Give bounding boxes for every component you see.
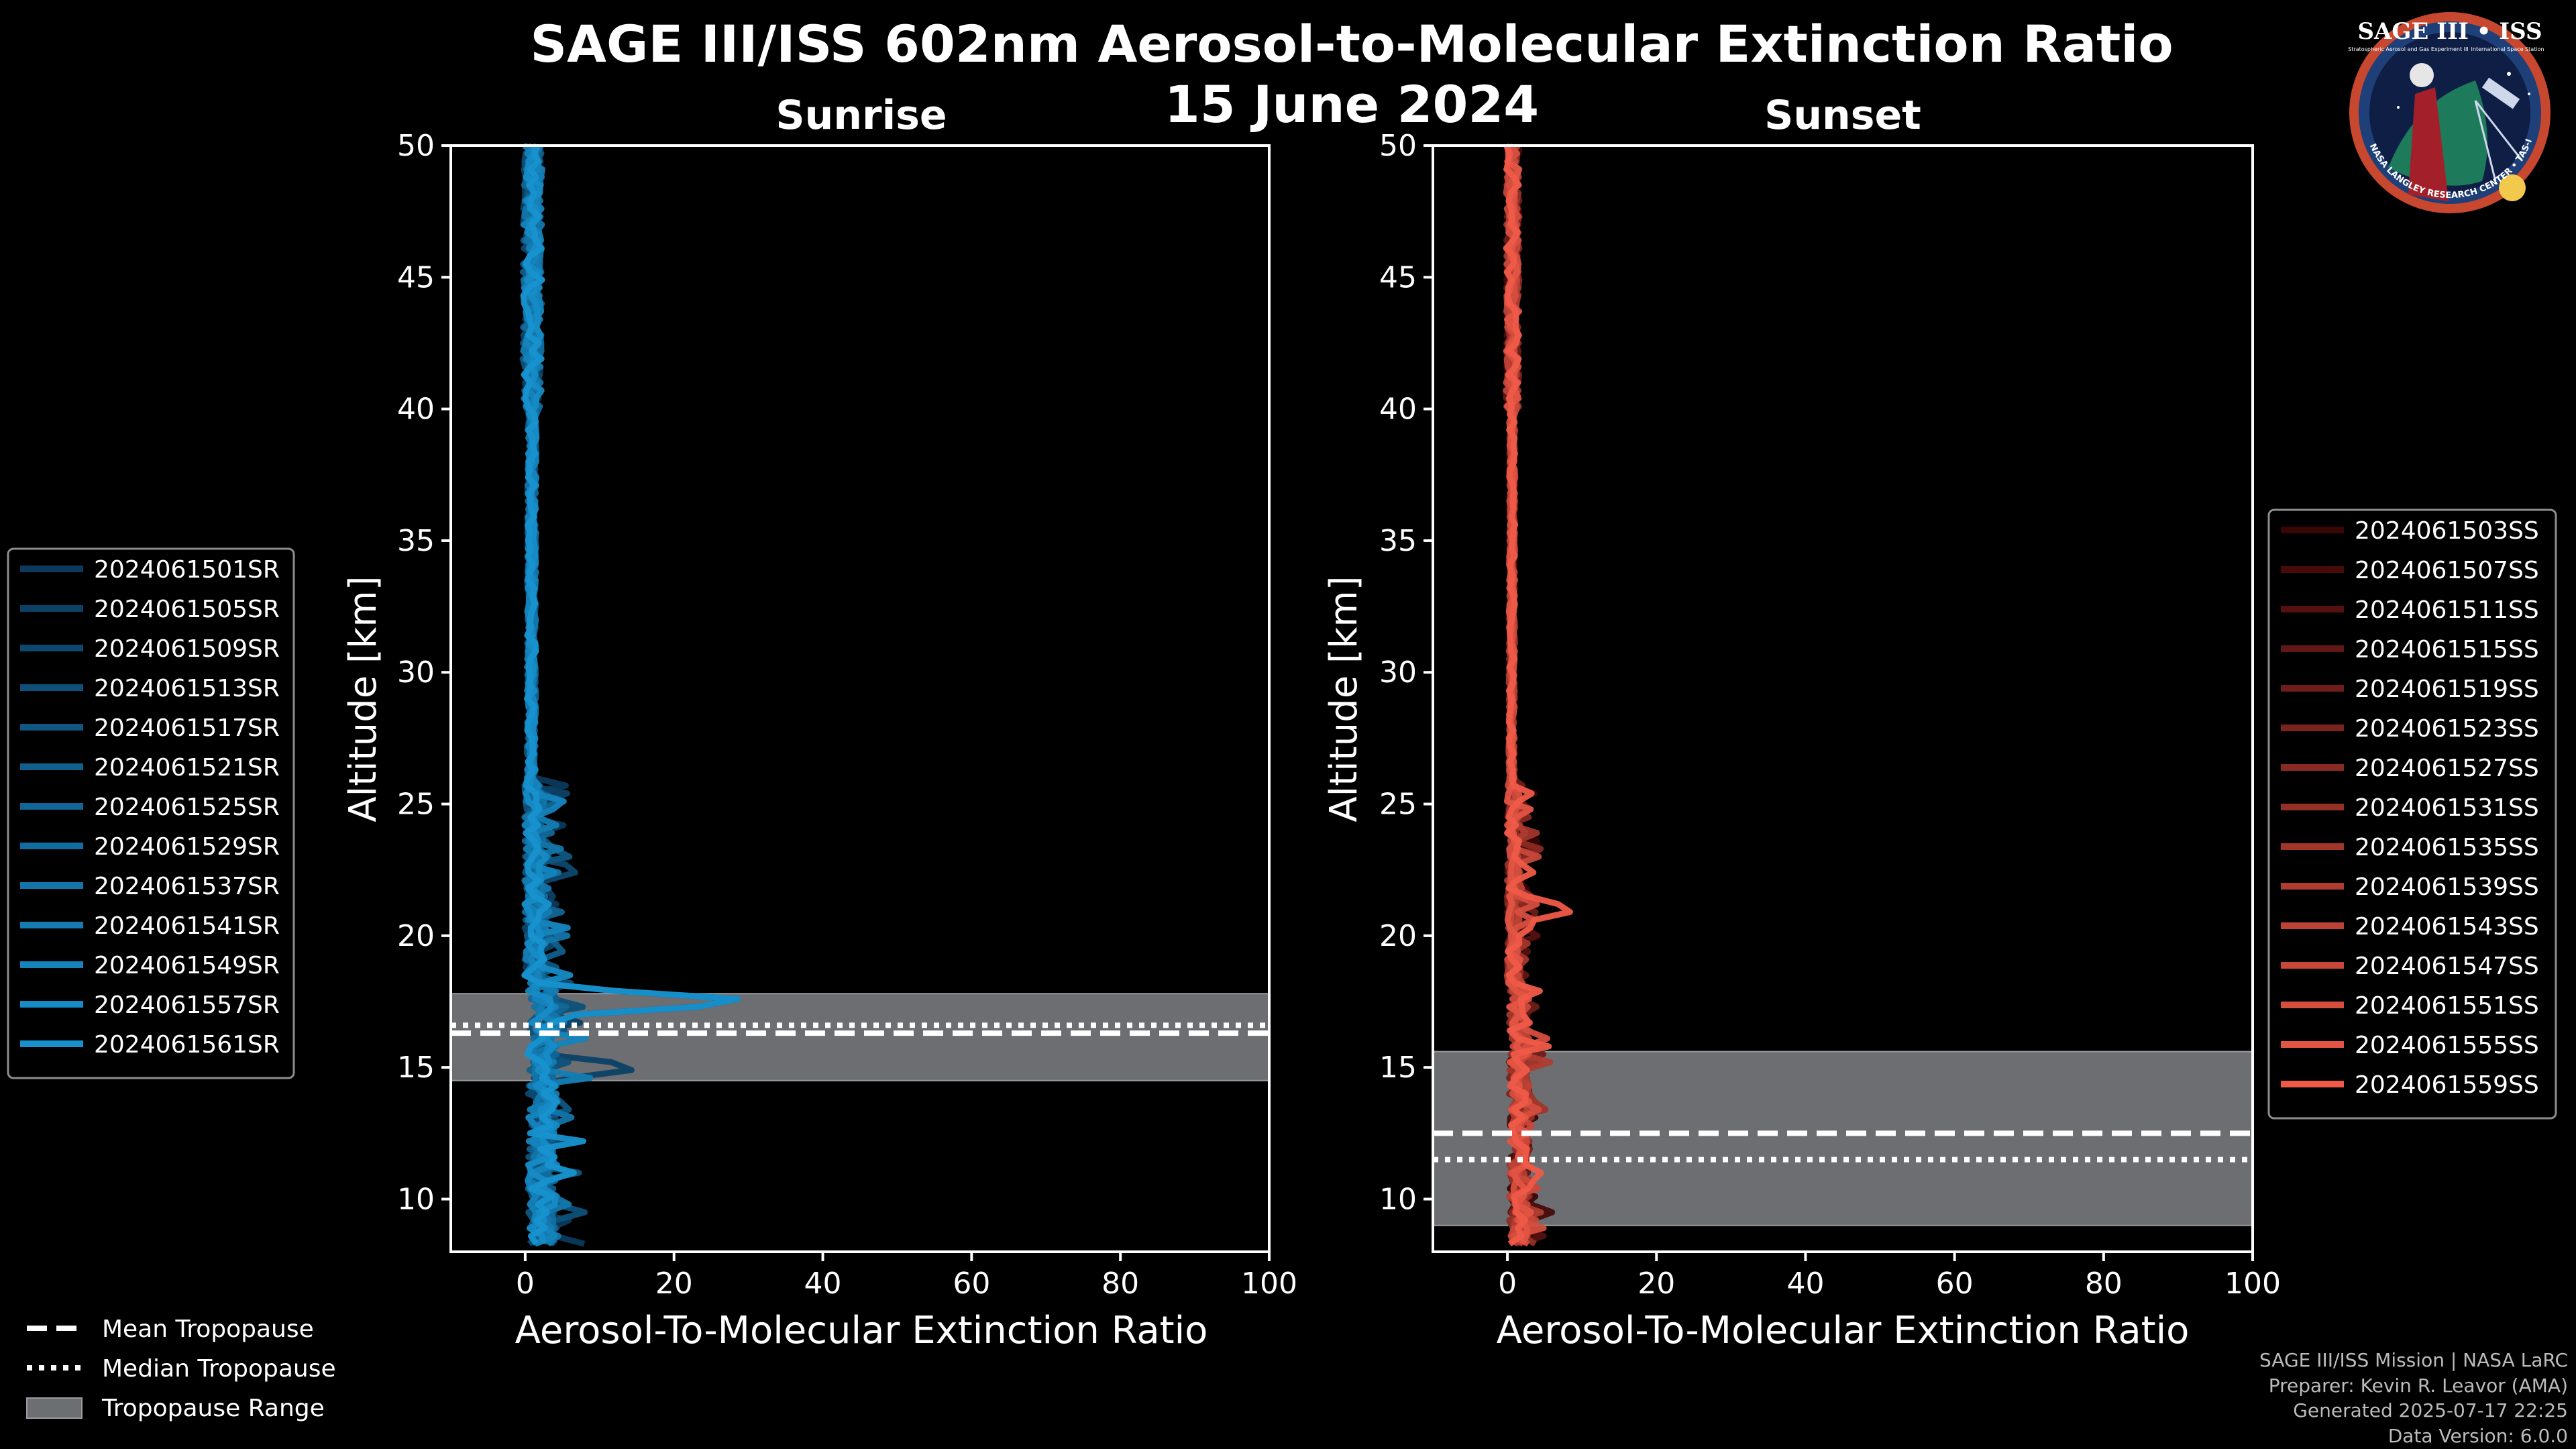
sunset-y-tick-label: 35 — [1379, 524, 1417, 558]
sunset-axes: 0 20 40 60 80 100 10 15 20 25 30 35 40 45 50 — [1379, 129, 2281, 1301]
sunset-y-tick-label: 20 — [1379, 919, 1417, 953]
sunset-y-tick-label: 30 — [1379, 655, 1417, 690]
sunrise-x-tick-label: 20 — [655, 1267, 693, 1301]
sunset-legend-label: 2024061535SS — [2355, 834, 2539, 861]
sunrise-legend-label: 2024061521SR — [94, 754, 280, 782]
sunrise-y-tick-label: 50 — [397, 129, 435, 163]
logo-caption-right: International Space Station — [2471, 46, 2544, 52]
sunset-y-tick-label: 50 — [1379, 129, 1417, 163]
credits: SAGE III/ISS Mission | NASA LaRC Prepare… — [2259, 1349, 2568, 1447]
credit-preparer: Preparer: Kevin R. Leavor (AMA) — [2269, 1375, 2568, 1397]
sunrise-legend-label: 2024061561SR — [94, 1031, 280, 1059]
sunset-legend-label: 2024061555SS — [2355, 1032, 2539, 1059]
sunrise-legend-label: 2024061509SR — [94, 635, 280, 663]
sunrise-x-tick-label: 80 — [1102, 1267, 1139, 1301]
sunset-panel: Sunset 0 20 40 60 80 100 10 15 20 25 30 35 40 45 50 Ae… — [1322, 92, 2281, 1352]
sunset-profile-2024061559SS — [1503, 144, 1573, 1246]
tropopause-legend-label: Tropopause Range — [101, 1395, 325, 1422]
sunrise-x-tick-label: 0 — [516, 1267, 535, 1301]
sunrise-legend-label: 2024061537SR — [94, 873, 280, 900]
sunset-legend-label: 2024061511SS — [2355, 596, 2539, 624]
sunset-plot-frame — [1432, 144, 2254, 1253]
sunrise-panel: Sunrise 0 20 40 60 80 100 10 15 20 25 30 35 40 45 50 A… — [341, 92, 1297, 1352]
sunrise-legend-label: 2024061505SR — [94, 596, 280, 623]
tropopause-legend: Mean Tropopause Median Tropopause Tropopau… — [26, 1316, 336, 1422]
sunset-y-tick-label: 25 — [1379, 788, 1417, 822]
sunset-y-axis-label: Altitude [km] — [1322, 576, 1366, 822]
sunset-tropopause-lines — [1433, 1130, 2253, 1163]
sunset-y-tick-label: 45 — [1379, 260, 1417, 294]
credit-generated: Generated 2025-07-17 22:25 — [2293, 1399, 2568, 1421]
sunset-legend-label: 2024061507SS — [2355, 557, 2539, 584]
figure-title: SAGE III/ISS 602nm Aerosol-to-Molecular … — [530, 14, 2173, 74]
sunset-x-axis-label: Aerosol-To-Molecular Extinction Ratio — [1497, 1309, 2190, 1352]
sunset-legend-label: 2024061515SS — [2355, 636, 2539, 663]
sunset-legend-label: 2024061543SS — [2355, 913, 2539, 941]
sunrise-y-tick-label: 45 — [397, 260, 435, 294]
sunset-legend-label: 2024061547SS — [2355, 953, 2539, 980]
sunrise-legend-label: 2024061513SR — [94, 675, 280, 702]
sunset-x-tick-label: 0 — [1498, 1267, 1517, 1301]
sunset-tropopause-range-band — [1432, 1051, 2253, 1226]
sunrise-legend: 2024061501SR 2024061505SR 2024061509SR 2024… — [7, 547, 295, 1079]
sunrise-y-axis-label: Altitude [km] — [341, 576, 385, 822]
sunset-y-tick-label: 40 — [1379, 392, 1417, 427]
sunset-panel-title: Sunset — [1764, 92, 1921, 139]
sunset-tropopause-range — [1432, 1051, 2253, 1226]
tropopause-range-swatch — [26, 1397, 83, 1419]
sunset-x-tick-label: 80 — [2085, 1267, 2123, 1301]
sunrise-legend-box — [7, 547, 295, 1079]
sunrise-y-tick-label: 25 — [397, 788, 435, 822]
sunset-legend-label: 2024061551SS — [2355, 992, 2539, 1020]
sunrise-panel-title: Sunrise — [775, 92, 947, 139]
sunrise-y-tick-label: 30 — [397, 655, 435, 690]
sunset-x-tick-label: 40 — [1786, 1267, 1824, 1301]
sunset-legend-label: 2024061503SS — [2355, 517, 2539, 545]
sunset-legend-label: 2024061559SS — [2355, 1071, 2539, 1099]
sunrise-profiles — [519, 142, 741, 1247]
sunset-legend-label: 2024061539SS — [2355, 873, 2539, 901]
sunrise-profile-2024061561SR — [521, 144, 741, 1246]
sunset-legend-label: 2024061519SS — [2355, 676, 2539, 703]
sunrise-legend-label: 2024061549SR — [94, 952, 280, 979]
sunrise-legend-label: 2024061541SR — [94, 912, 280, 940]
sunrise-y-tick-label: 35 — [397, 524, 435, 558]
sunset-legend-label: 2024061527SS — [2355, 755, 2539, 782]
sunset-profiles — [1503, 143, 1573, 1247]
sunset-legend-label: 2024061531SS — [2355, 794, 2539, 822]
credit-mission: SAGE III/ISS Mission | NASA LaRC — [2259, 1349, 2568, 1371]
sunrise-legend-label: 2024061529SR — [94, 833, 280, 861]
sunrise-x-axis-label: Aerosol-To-Molecular Extinction Ratio — [515, 1309, 1208, 1352]
sunset-y-tick-label: 15 — [1379, 1051, 1417, 1085]
sunset-x-tick-label: 60 — [1936, 1267, 1974, 1301]
sunrise-x-tick-label: 40 — [804, 1267, 842, 1301]
sunrise-y-tick-label: 40 — [397, 392, 435, 427]
figure-date: 15 June 2024 — [1165, 74, 1539, 134]
sunset-legend: 2024061503SS 2024061507SS 2024061511SS 2024… — [2267, 508, 2557, 1120]
sunset-x-tick-label: 100 — [2224, 1267, 2281, 1301]
logo-title: SAGE III • ISS — [2357, 18, 2542, 45]
sunset-legend-label: 2024061523SS — [2355, 715, 2539, 743]
sunset-x-tick-label: 20 — [1638, 1267, 1675, 1301]
sunrise-x-tick-label: 100 — [1241, 1267, 1297, 1301]
sunrise-axes: 0 20 40 60 80 100 10 15 20 25 30 35 40 45 50 — [397, 129, 1297, 1301]
sunrise-legend-label: 2024061517SR — [94, 714, 280, 742]
credit-data-version: Data Version: 6.0.0 — [2388, 1425, 2568, 1447]
sunrise-plot-frame — [449, 144, 1271, 1253]
tropopause-legend-label: Mean Tropopause — [102, 1316, 314, 1343]
logo-caption-left: Stratospheric Aerosol and Gas Experiment… — [2348, 46, 2468, 52]
sunrise-tropopause-lines — [451, 1022, 1269, 1036]
sunrise-legend-label: 2024061557SR — [94, 991, 280, 1019]
sunrise-legend-label: 2024061525SR — [94, 794, 280, 821]
sunrise-x-tick-label: 60 — [953, 1267, 990, 1301]
tropopause-legend-label: Median Tropopause — [102, 1355, 336, 1383]
sunset-y-tick-label: 10 — [1379, 1182, 1417, 1216]
sunrise-y-tick-label: 10 — [397, 1182, 435, 1216]
sunrise-y-tick-label: 15 — [397, 1051, 435, 1085]
sunrise-y-tick-label: 20 — [397, 919, 435, 953]
sunrise-legend-label: 2024061501SR — [94, 556, 280, 584]
